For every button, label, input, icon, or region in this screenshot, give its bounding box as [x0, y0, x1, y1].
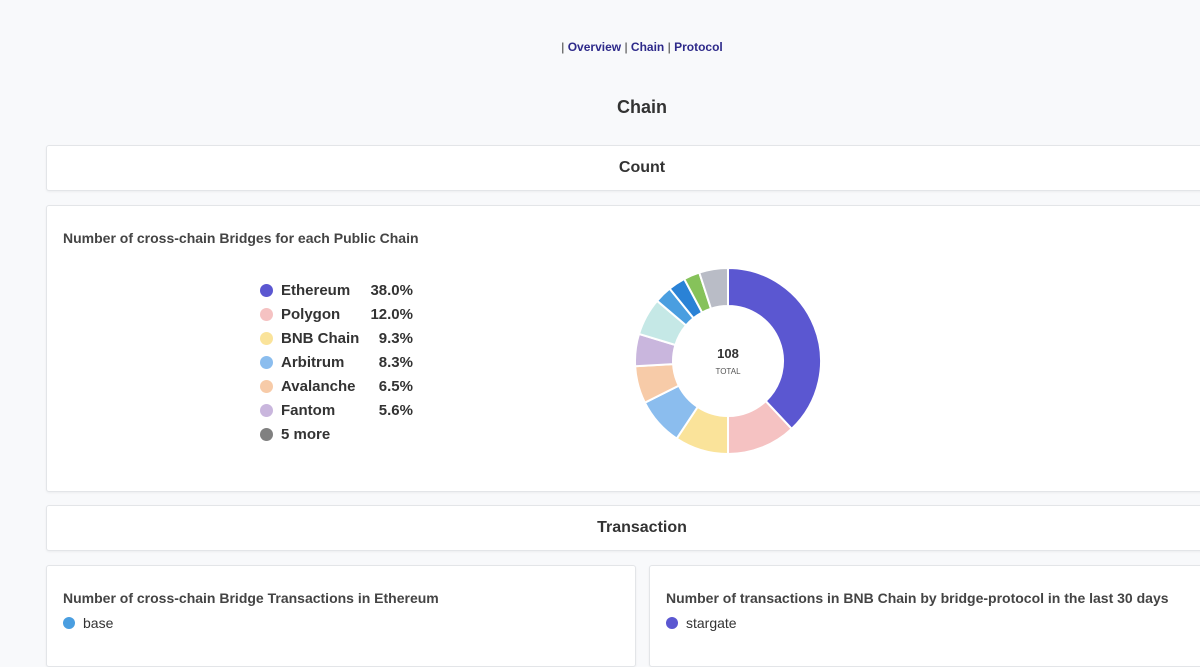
chart-title: Number of cross-chain Bridges for each P…: [63, 230, 419, 246]
legend-item[interactable]: Fantom 5.6%: [260, 398, 413, 422]
legend-label: Polygon: [281, 305, 341, 323]
legend-percent: 8.3%: [378, 353, 413, 371]
legend-label: 5 more: [281, 425, 331, 443]
donut-slice-0[interactable]: [727, 266, 822, 431]
legend-item[interactable]: Polygon 12.0%: [260, 302, 413, 326]
legend-marker: [260, 283, 273, 297]
chart-title: Number of transactions in BNB Chain by b…: [666, 590, 1169, 606]
legend-label: stargate: [686, 615, 737, 631]
legend-item[interactable]: Arbitrum 8.3%: [260, 350, 413, 374]
donut-chart: 108 TOTAL: [634, 266, 822, 456]
chart-card-bnb-transactions: Number of transactions in BNB Chain by b…: [649, 565, 1200, 667]
legend-label: BNB Chain: [281, 329, 360, 347]
nav-link-chain[interactable]: Chain: [630, 40, 665, 54]
legend-item[interactable]: Avalanche 6.5%: [260, 374, 413, 398]
chart-legend: Ethereum 38.0% Polygon 12.0% BNB Chain 9…: [260, 278, 413, 446]
legend-percent: 38.0%: [370, 281, 413, 299]
legend-item[interactable]: base: [63, 615, 113, 631]
donut-slices: [634, 266, 822, 456]
legend-item[interactable]: Ethereum 38.0%: [260, 278, 413, 302]
chart-card-ethereum-transactions: Number of cross-chain Bridge Transaction…: [46, 565, 636, 667]
section-header-count: Count: [46, 145, 1200, 191]
legend-marker: [666, 617, 678, 629]
section-title-count: Count: [618, 159, 666, 176]
nav-link-protocol[interactable]: Protocol: [674, 40, 723, 54]
donut-total-value: 108: [717, 346, 739, 361]
legend-marker: [260, 427, 273, 441]
legend-marker: [260, 379, 273, 393]
legend-marker: [260, 307, 273, 321]
legend-marker: [260, 331, 273, 345]
legend-percent: 5.6%: [378, 401, 413, 419]
legend-marker: [260, 355, 273, 369]
nav-separator: |: [667, 40, 671, 54]
legend-item-more[interactable]: 5 more: [260, 422, 413, 446]
chart-title: Number of cross-chain Bridge Transaction…: [63, 590, 439, 606]
donut-slice-10[interactable]: [698, 266, 729, 310]
legend-percent: 6.5%: [378, 377, 413, 395]
legend-label: Fantom: [281, 401, 336, 419]
legend-label: Avalanche: [281, 377, 356, 395]
legend-percent: 9.3%: [378, 329, 413, 347]
top-navigation: | Overview | Chain | Protocol: [0, 40, 1200, 54]
legend-item[interactable]: stargate: [666, 615, 737, 631]
legend-label: Arbitrum: [281, 353, 345, 371]
section-title-transaction: Transaction: [597, 519, 687, 536]
page-title: Chain: [616, 97, 667, 117]
nav-separator: |: [624, 40, 628, 54]
legend-label: Ethereum: [281, 281, 351, 299]
legend-percent: 12.0%: [370, 305, 413, 323]
nav-separator: |: [561, 40, 565, 54]
chart-card-bridges-per-chain: Number of cross-chain Bridges for each P…: [46, 205, 1200, 492]
section-header-transaction: Transaction: [46, 505, 1200, 551]
nav-link-overview[interactable]: Overview: [567, 40, 622, 54]
legend-item[interactable]: BNB Chain 9.3%: [260, 326, 413, 350]
legend-label: base: [83, 615, 114, 631]
donut-total-label: TOTAL: [715, 367, 741, 376]
legend-marker: [260, 403, 273, 417]
legend-marker: [63, 617, 75, 629]
